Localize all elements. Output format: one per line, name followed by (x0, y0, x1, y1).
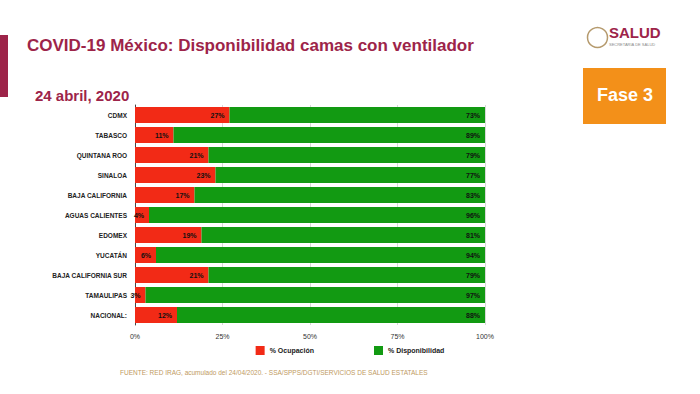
svg-text:BAJA CALIFORNIA SUR: BAJA CALIFORNIA SUR (52, 272, 127, 279)
svg-text:COVID-19 México: Disponibilida: COVID-19 México: Disponibilidad camas co… (27, 36, 474, 55)
svg-text:SALUD: SALUD (609, 24, 661, 41)
svg-text:% Ocupación: % Ocupación (270, 347, 314, 355)
svg-text:83%: 83% (466, 192, 481, 199)
svg-text:25%: 25% (215, 333, 229, 340)
svg-text:FUENTE: RED IRAG, acumulado de: FUENTE: RED IRAG, acumulado del 24/04/20… (120, 369, 428, 376)
svg-text:0%: 0% (130, 333, 140, 340)
svg-text:4%: 4% (134, 212, 145, 219)
svg-text:23%: 23% (196, 172, 211, 179)
svg-text:77%: 77% (466, 172, 481, 179)
svg-text:88%: 88% (466, 312, 481, 319)
svg-text:YUCATÁN: YUCATÁN (96, 251, 128, 259)
svg-text:100%: 100% (476, 333, 494, 340)
svg-text:Fase 3: Fase 3 (597, 85, 653, 105)
svg-text:97%: 97% (466, 292, 481, 299)
svg-text:% Disponibilidad: % Disponibilidad (388, 347, 444, 355)
svg-text:QUINTANA ROO: QUINTANA ROO (77, 152, 127, 160)
svg-text:21%: 21% (189, 272, 204, 279)
svg-text:24 abril, 2020: 24 abril, 2020 (35, 87, 129, 104)
svg-text:NACIONAL:: NACIONAL: (91, 312, 127, 319)
svg-text:19%: 19% (182, 232, 197, 239)
svg-text:3%: 3% (130, 292, 141, 299)
svg-text:AGUAS CALIENTES: AGUAS CALIENTES (65, 212, 128, 219)
svg-text:94%: 94% (466, 252, 481, 259)
svg-text:96%: 96% (466, 212, 481, 219)
svg-text:21%: 21% (189, 152, 204, 159)
svg-text:73%: 73% (466, 112, 481, 119)
svg-text:89%: 89% (466, 132, 481, 139)
svg-text:TAMAULIPAS: TAMAULIPAS (85, 292, 127, 299)
svg-text:50%: 50% (303, 333, 317, 340)
svg-text:79%: 79% (466, 272, 481, 279)
svg-text:SECRETARÍA DE SALUD: SECRETARÍA DE SALUD (609, 42, 655, 47)
svg-text:6%: 6% (141, 252, 152, 259)
svg-text:17%: 17% (175, 192, 190, 199)
svg-text:75%: 75% (390, 333, 404, 340)
svg-text:CDMX: CDMX (108, 112, 128, 119)
svg-text:81%: 81% (466, 232, 481, 239)
svg-text:79%: 79% (466, 152, 481, 159)
svg-text:11%: 11% (155, 132, 169, 139)
svg-text:EDOMEX: EDOMEX (99, 232, 128, 239)
svg-text:SINALOA: SINALOA (98, 172, 128, 179)
svg-text:27%: 27% (210, 112, 225, 119)
svg-text:12%: 12% (158, 312, 173, 319)
svg-text:TABASCO: TABASCO (95, 132, 127, 139)
svg-text:BAJA CALIFORNIA: BAJA CALIFORNIA (68, 192, 128, 199)
